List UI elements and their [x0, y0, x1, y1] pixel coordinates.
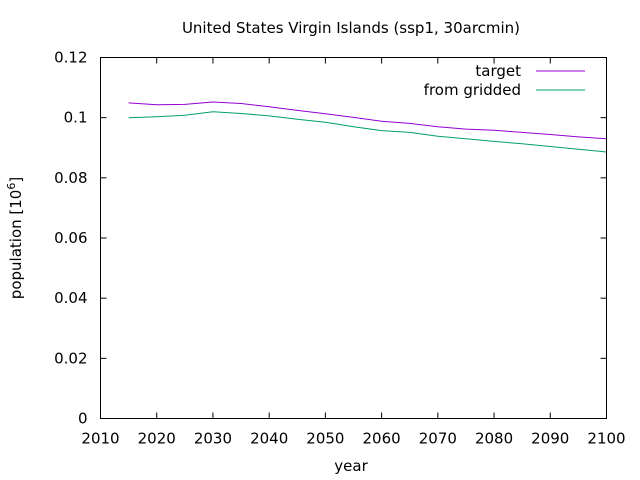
- x-tick-label: 2070: [419, 430, 457, 448]
- y-axis-title-superscript: 6: [5, 183, 18, 190]
- x-axis: 2010 2020 2030 2040 2050 2060 2070 2080 2090 2100: [81, 57, 626, 448]
- y-axis: 0 0.02 0.04 0.06 0.08 0.1 0.12: [54, 49, 607, 428]
- y-tick-label: 0.02: [54, 349, 87, 367]
- x-tick-label: 2090: [531, 430, 569, 448]
- x-tick-label: 2100: [587, 430, 625, 448]
- x-tick-label: 2050: [306, 430, 344, 448]
- y-tick-label: 0.04: [54, 289, 87, 307]
- legend-label: from gridded: [424, 81, 521, 99]
- series-layer: [128, 101, 607, 153]
- plot-frame: [100, 57, 607, 419]
- y-axis-title-main: population [10: [7, 190, 25, 300]
- x-tick-label: 2040: [250, 430, 288, 448]
- series-line-target: [128, 101, 607, 140]
- y-tick-label: 0.12: [54, 49, 87, 67]
- chart-title: United States Virgin Islands (ssp1, 30ar…: [182, 19, 520, 37]
- x-tick-label: 2030: [194, 430, 232, 448]
- legend-label: target: [475, 62, 521, 80]
- y-tick-label: 0.06: [54, 229, 87, 247]
- y-axis-title: population [106]: [5, 177, 25, 299]
- x-tick-label: 2010: [81, 430, 119, 448]
- y-axis-title-end: ]: [7, 177, 25, 183]
- x-tick-label: 2060: [363, 430, 401, 448]
- x-axis-title: year: [334, 457, 368, 475]
- x-tick-label: 2080: [475, 430, 513, 448]
- series-line-from-gridded: [128, 111, 607, 153]
- y-tick-label: 0.1: [64, 109, 88, 127]
- y-tick-label: 0.08: [54, 169, 87, 187]
- x-tick-label: 2020: [138, 430, 176, 448]
- y-tick-label: 0: [78, 410, 88, 428]
